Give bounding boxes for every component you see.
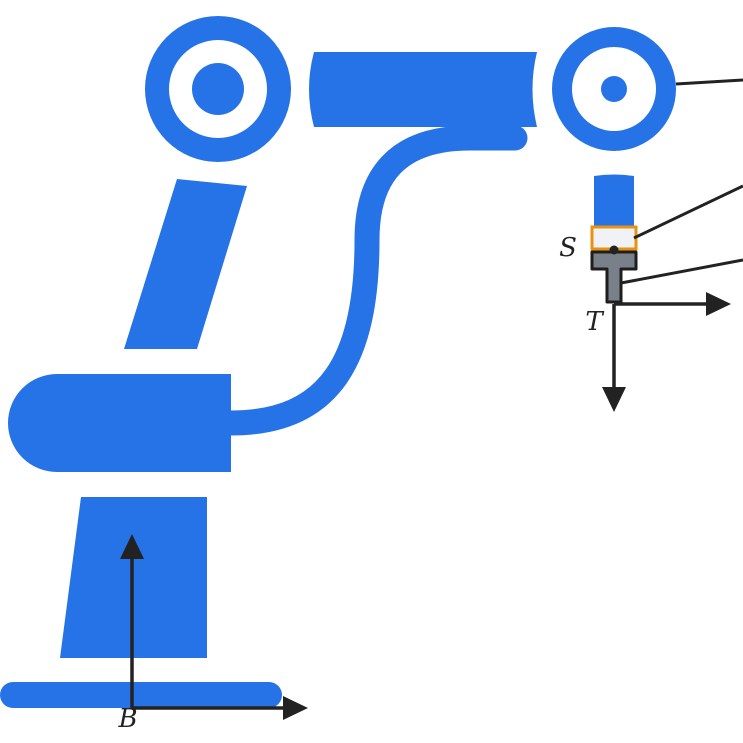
callout-line-sensor xyxy=(633,184,743,240)
wrist-link xyxy=(594,176,634,228)
lower-arm-link xyxy=(124,179,247,349)
shoulder-joint xyxy=(145,16,291,162)
sensor-frame-label: S xyxy=(559,233,577,263)
shoulder-block xyxy=(8,374,231,472)
tool-frame-z-arrowhead xyxy=(602,387,626,412)
base-frame-y-arrowhead xyxy=(120,534,144,559)
cable xyxy=(218,125,528,436)
sensor-frame-origin xyxy=(609,245,619,255)
base-plate xyxy=(0,682,282,708)
tool-frame-axes xyxy=(602,292,731,412)
base-frame-label: B xyxy=(117,704,137,734)
callout-line-elbow xyxy=(675,78,743,86)
base-frame-axes xyxy=(120,534,308,720)
upper-arm-link xyxy=(309,52,537,127)
tool-frame-x-arrowhead xyxy=(706,292,731,316)
tool-frame-label: T xyxy=(585,307,604,337)
callout-line-tool xyxy=(620,258,743,285)
elbow-joint xyxy=(552,27,676,151)
tool-flange xyxy=(590,250,638,304)
upper-arm-cable-clip xyxy=(505,124,517,150)
wrist-link-top xyxy=(594,174,634,180)
base-frame-x-arrowhead xyxy=(283,696,308,720)
